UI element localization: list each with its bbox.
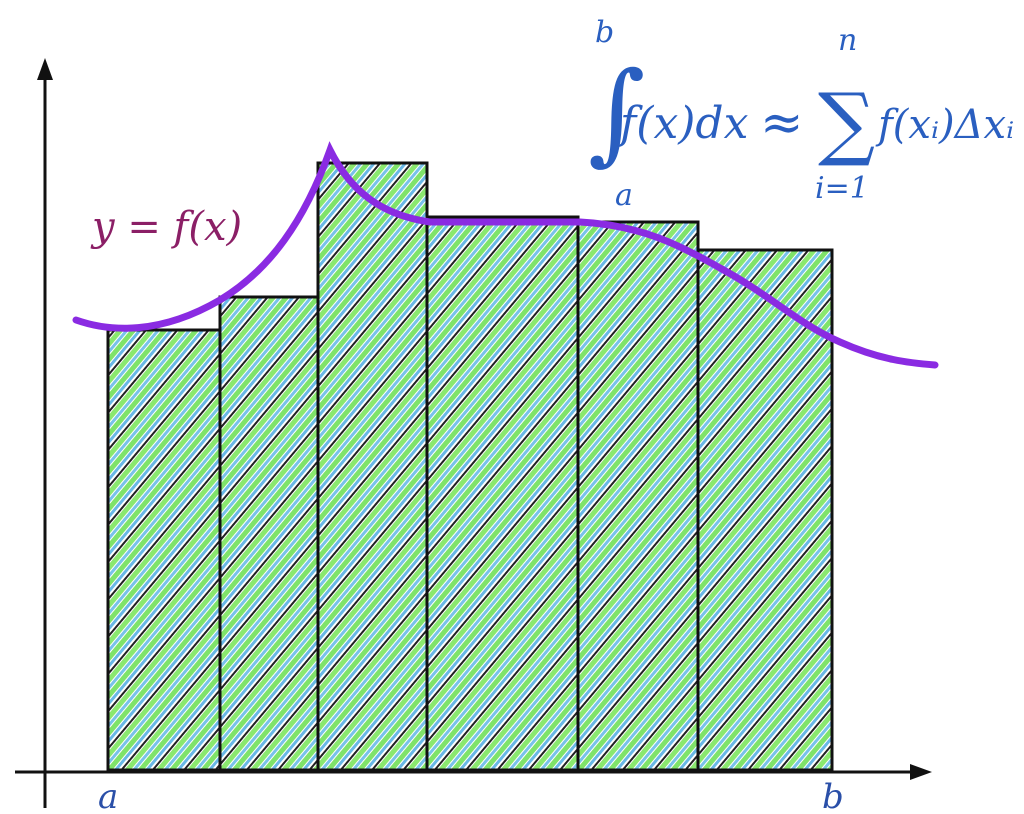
x-start-label: a xyxy=(98,777,118,814)
summand: f(xᵢ)Δxᵢ xyxy=(875,102,1014,148)
x-end-label: b xyxy=(822,777,844,814)
axes xyxy=(15,58,932,808)
curve xyxy=(72,141,939,369)
rectangle xyxy=(316,161,429,772)
rectangle xyxy=(696,248,834,772)
integral-lower: a xyxy=(615,178,633,213)
rectangle xyxy=(576,220,700,772)
formula: ∫ b a f(x)dx ≈ ∑ n i=1 f(xᵢ)Δxᵢ xyxy=(588,15,1014,213)
sum-lower: i=1 xyxy=(815,171,869,206)
integrand: f(x)dx xyxy=(617,98,749,149)
rectangles xyxy=(106,161,834,772)
sum-upper: n xyxy=(838,23,857,58)
curve-label: y = f(x) xyxy=(90,204,242,250)
rectangle xyxy=(106,328,222,772)
integral-sign: ∫ xyxy=(588,48,645,176)
sum-sign: ∑ xyxy=(818,76,875,169)
rectangle xyxy=(218,295,320,772)
integral-upper: b xyxy=(595,15,614,50)
approx: ≈ xyxy=(760,93,804,153)
rectangle xyxy=(425,215,580,772)
x-axis-arrow xyxy=(910,764,932,780)
y-axis-arrow xyxy=(37,58,53,80)
